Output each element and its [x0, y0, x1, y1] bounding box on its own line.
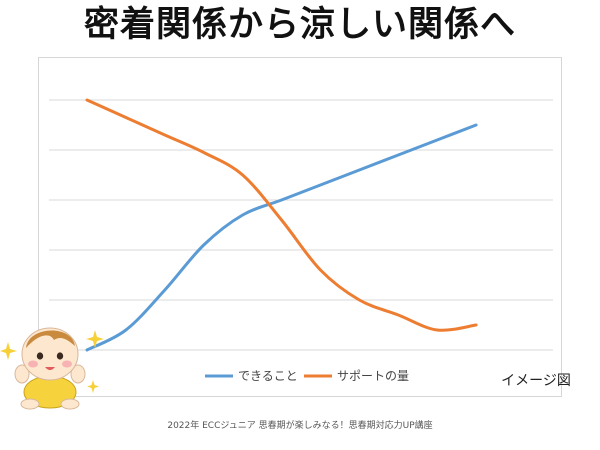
baby-face [21, 327, 79, 381]
series-line-0 [85, 123, 478, 352]
legend-label-1: サポートの量 [337, 369, 409, 383]
image-note-label: イメージ図 [501, 373, 571, 389]
line-chart: できること サポートの量 [49, 98, 553, 383]
footer-credit: 2022年 ECCジュニア 思春期が楽しみなる！思春期対応力UP講座 [167, 421, 433, 431]
legend-label-0: できること [238, 369, 298, 383]
sparkle-icon [0, 330, 104, 393]
legend: できること サポートの量 [205, 369, 409, 383]
baby-illustration [0, 327, 104, 410]
series-line-1 [85, 98, 478, 332]
page-title: 密着関係から涼しい関係へ [83, 5, 516, 45]
chart-frame: できること サポートの量 [38, 57, 562, 397]
gridlines [49, 99, 553, 351]
baby-body [14, 364, 86, 410]
series-lines [85, 98, 478, 352]
